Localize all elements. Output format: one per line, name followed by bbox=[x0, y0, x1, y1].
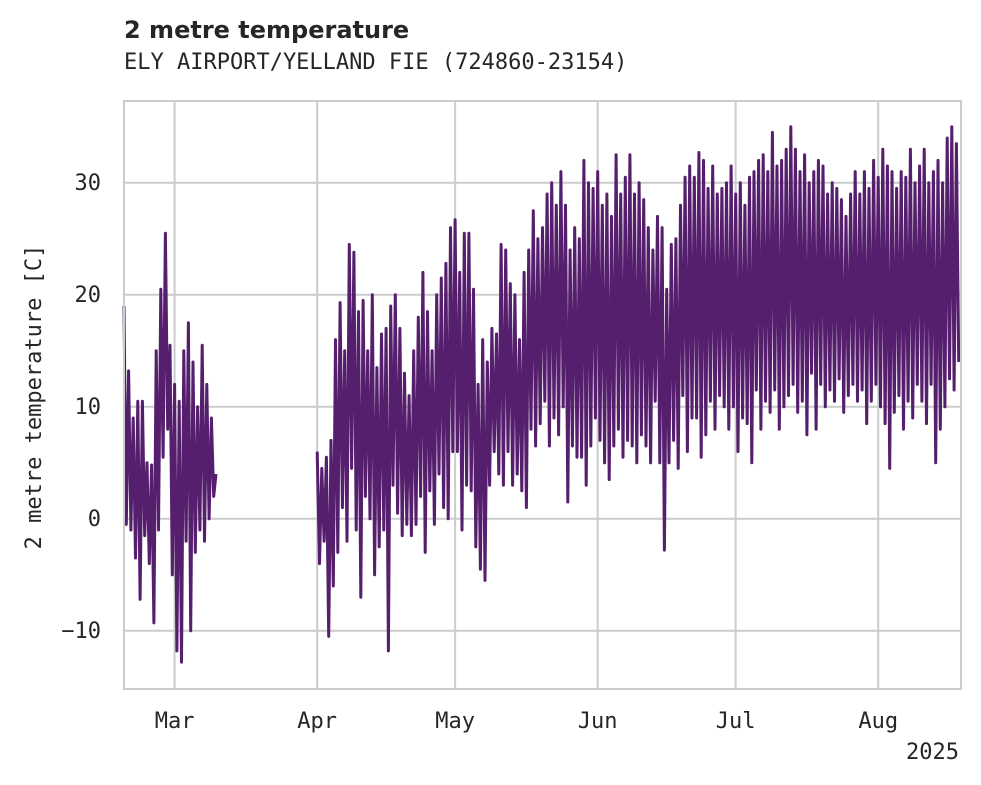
chart-subtitle: ELY AIRPORT/YELLAND FIE (724860-23154) bbox=[124, 50, 628, 75]
x-tick-label: May bbox=[435, 709, 475, 734]
x-tick-label: Apr bbox=[297, 709, 337, 734]
plot-frame bbox=[123, 100, 962, 690]
y-tick-label: 20 bbox=[75, 283, 102, 308]
x-tick-label: Jun bbox=[578, 709, 618, 734]
y-tick-label: 0 bbox=[88, 507, 101, 532]
x-tick-label: Mar bbox=[155, 709, 195, 734]
y-tick-label: −10 bbox=[61, 619, 101, 644]
x-tick-label: Jul bbox=[716, 709, 756, 734]
line-layer bbox=[122, 125, 961, 664]
y-tick-label: 30 bbox=[75, 171, 102, 196]
y-tick-label: 10 bbox=[75, 395, 102, 420]
tick-layer: −10 0 10 20 30 Mar Apr May Jun Jul Aug bbox=[61, 171, 898, 734]
x-tick-label: Aug bbox=[858, 709, 898, 734]
temperature-series-line bbox=[122, 125, 961, 664]
y-axis-label: 2 metre temperature [C] bbox=[22, 245, 47, 550]
year-label: 2025 bbox=[906, 740, 959, 765]
chart-title: 2 metre temperature bbox=[124, 16, 410, 44]
